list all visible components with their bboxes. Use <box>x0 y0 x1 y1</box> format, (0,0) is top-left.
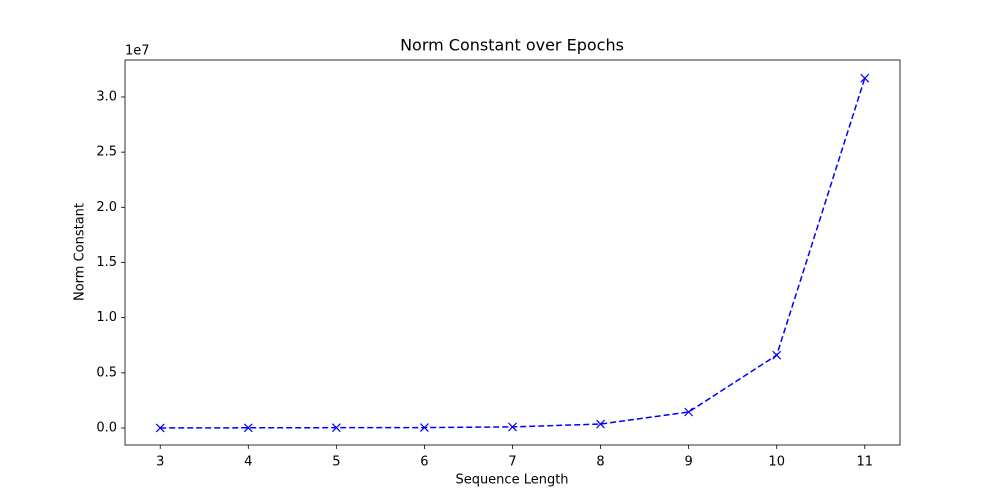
y-tick-label: 1.0 <box>96 310 117 325</box>
marker <box>684 407 694 417</box>
marker <box>155 423 165 433</box>
marker <box>331 423 341 433</box>
marker <box>772 350 782 360</box>
y-tick-label: 1.5 <box>96 255 117 270</box>
y-tick-label: 0.0 <box>96 421 117 436</box>
y-tick-label: 2.5 <box>96 145 117 160</box>
x-tick-label: 11 <box>856 455 873 470</box>
x-axis-label: Sequence Length <box>455 473 568 488</box>
marker <box>243 423 253 433</box>
marker <box>860 73 870 83</box>
marker <box>420 423 429 432</box>
y-tick-label: 3.0 <box>96 89 117 104</box>
y-axis-label: Norm Constant <box>73 203 88 301</box>
x-tick-label: 9 <box>684 455 692 470</box>
line <box>160 77 866 429</box>
x-tick-label: 5 <box>332 455 340 470</box>
y-tick-label: 0.5 <box>96 365 117 380</box>
y-offset-label: 1e7 <box>125 44 150 59</box>
marker <box>596 419 605 429</box>
x-tick-label: 6 <box>420 455 428 470</box>
x-tick-label: 3 <box>156 455 164 470</box>
marker <box>508 422 517 432</box>
x-tick-label: 10 <box>768 455 785 470</box>
y-tick-label: 2.0 <box>96 200 117 215</box>
x-tick-label: 4 <box>244 455 252 470</box>
x-tick-label: 7 <box>508 455 516 470</box>
chart-title: Norm Constant over Epochs <box>400 36 624 55</box>
plot-frame <box>124 59 901 446</box>
x-tick-label: 8 <box>596 455 604 470</box>
